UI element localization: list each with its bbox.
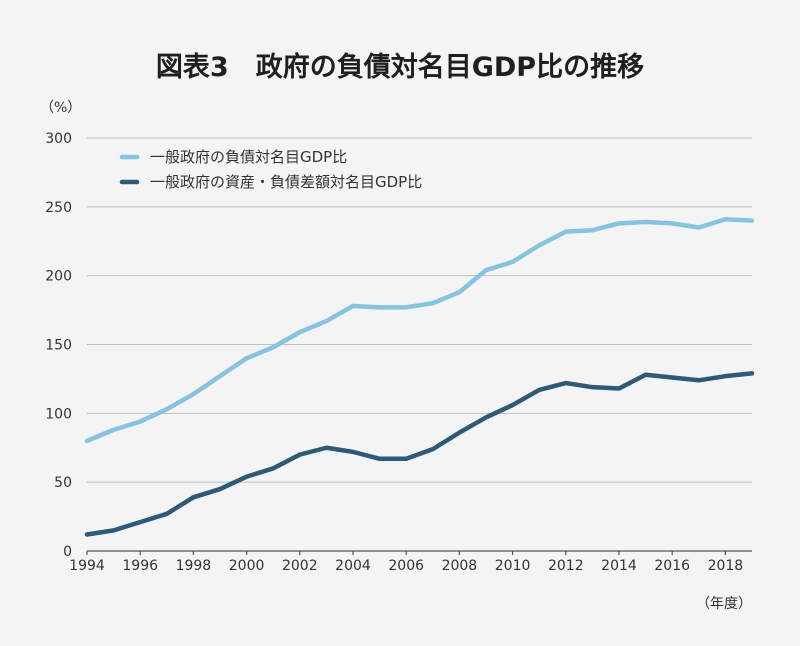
y-axis-unit-label: （%） (40, 100, 81, 116)
chart-title: 図表3 政府の負債対名目GDP比の推移 (156, 51, 644, 83)
y-tick-label: 50 (54, 475, 72, 491)
x-tick-label: 1994 (69, 558, 105, 574)
x-tick-label: 2010 (495, 558, 531, 574)
x-tick-label: 2014 (601, 558, 637, 574)
x-tick-label: 2008 (442, 558, 478, 574)
grid-lines (87, 137, 752, 552)
y-tick-label: 0 (63, 544, 72, 560)
x-tick-label: 2000 (229, 558, 265, 574)
x-axis-unit-label: （年度） (696, 596, 752, 612)
series-line-1 (84, 371, 755, 537)
series-lines (84, 216, 755, 537)
x-tick-label: 2006 (388, 558, 424, 574)
x-axis-ticks: 1994 1996 1998 2000 2002 2004 2006 2008 2010 2012… (69, 551, 743, 574)
x-tick-label: 1998 (176, 558, 212, 574)
y-tick-label: 150 (45, 338, 72, 354)
x-tick-label: 2016 (654, 558, 690, 574)
series-line-0 (84, 216, 755, 444)
y-axis-ticks: 0 50 100 150 200 250 300 (45, 131, 72, 560)
x-tick-label: 2002 (282, 558, 318, 574)
legend-label-1: 一般政府の資産・負債差額対名目GDP比 (150, 173, 422, 191)
y-tick-label: 250 (45, 200, 72, 216)
y-tick-label: 200 (45, 269, 72, 285)
y-tick-label: 300 (45, 131, 72, 147)
x-tick-label: 1996 (122, 558, 158, 574)
x-tick-label: 2018 (708, 558, 744, 574)
x-tick-label: 2004 (335, 558, 371, 574)
y-tick-label: 100 (45, 406, 72, 422)
legend-label-0: 一般政府の負債対名目GDP比 (150, 148, 347, 166)
x-tick-label: 2012 (548, 558, 584, 574)
